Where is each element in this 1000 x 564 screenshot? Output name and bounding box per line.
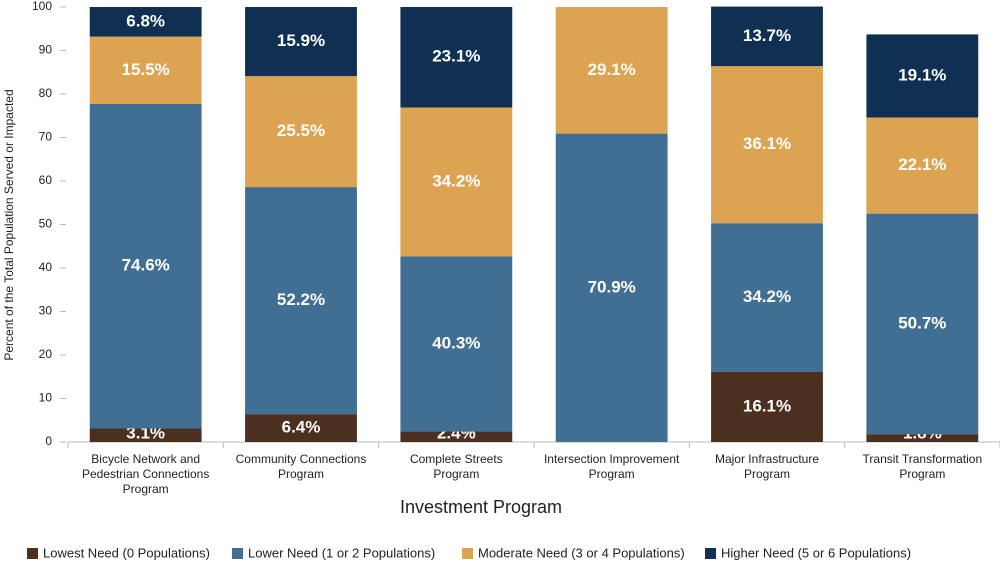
bar-segment [555,133,668,442]
bar-segment [245,7,357,77]
legend-label: Moderate Need (3 or 4 Populations) [478,545,685,560]
bar-segment [89,36,202,105]
y-tick-label: 90 [39,43,53,57]
bar-segment [400,256,513,432]
x-tick-label: Community Connections Program [235,452,367,481]
data-label: 36.1% [743,134,791,153]
bar-segment [866,117,979,214]
bar-segment [711,223,823,372]
data-label: 6.4% [282,418,321,437]
bar-segment [400,7,513,108]
y-tick-label: 30 [39,304,53,318]
y-tick-label: 0 [45,434,52,448]
bar-segment [245,414,357,442]
data-label: 22.1% [898,155,946,174]
legend-swatch [462,548,473,559]
data-label: 52.2% [277,290,325,309]
data-label: 25.5% [277,121,325,140]
data-label: 74.6% [122,256,170,275]
bar-segment [89,7,202,37]
data-label: 50.7% [898,313,946,332]
bar-segment [245,76,357,188]
y-tick-label: 50 [39,217,53,231]
data-label: 15.5% [122,60,170,79]
x-tick-label: Intersection Improvement Program [543,452,680,481]
y-axis-title: Percent of the Total Population Served o… [2,89,16,360]
legend-swatch [705,548,716,559]
legend-label: Lowest Need (0 Populations) [43,545,210,560]
legend-swatch [27,548,38,559]
bar-segment [245,187,357,415]
legend-label: Higher Need (5 or 6 Populations) [721,545,911,560]
data-label: 15.9% [277,31,325,50]
x-tick-label: Transit Transformation Program [862,452,983,481]
y-tick-label: 80 [39,86,53,100]
legend-label: Lower Need (1 or 2 Populations) [248,545,435,560]
data-label: 6.8% [126,11,165,30]
data-label: 19.1% [898,65,946,84]
data-label: 34.2% [432,171,480,190]
bar-segment [711,6,823,67]
y-tick-label: 60 [39,173,53,187]
x-axis-title: Investment Program [400,497,562,517]
x-tick-label: Major Infrastructure Program [714,452,820,481]
bar-segment [400,431,513,442]
y-tick-label: 10 [39,391,53,405]
data-label: 16.1% [743,396,791,415]
bar-segment [400,107,513,257]
bar-segment [89,104,202,429]
data-label: 29.1% [588,60,636,79]
data-label: 34.2% [743,287,791,306]
bar-segment [711,66,823,224]
x-tick-label: Bicycle Network and Pedestrian Connectio… [81,452,210,496]
bar-segment [866,34,979,118]
data-label: 13.7% [743,26,791,45]
y-tick-label: 100 [32,0,52,13]
bar-segment [711,371,823,442]
legend-swatch [232,548,243,559]
bar-segment [866,434,979,442]
y-tick-label: 70 [39,130,53,144]
bar-segment [89,428,202,442]
bar-segment [555,7,668,134]
data-label: 23.1% [432,47,480,66]
x-tick-label: Complete Streets Program [409,452,503,481]
y-tick-label: 40 [39,260,53,274]
data-label: 70.9% [588,277,636,296]
data-label: 40.3% [432,333,480,352]
y-tick-label: 20 [39,347,53,361]
bar-segment [866,213,979,435]
